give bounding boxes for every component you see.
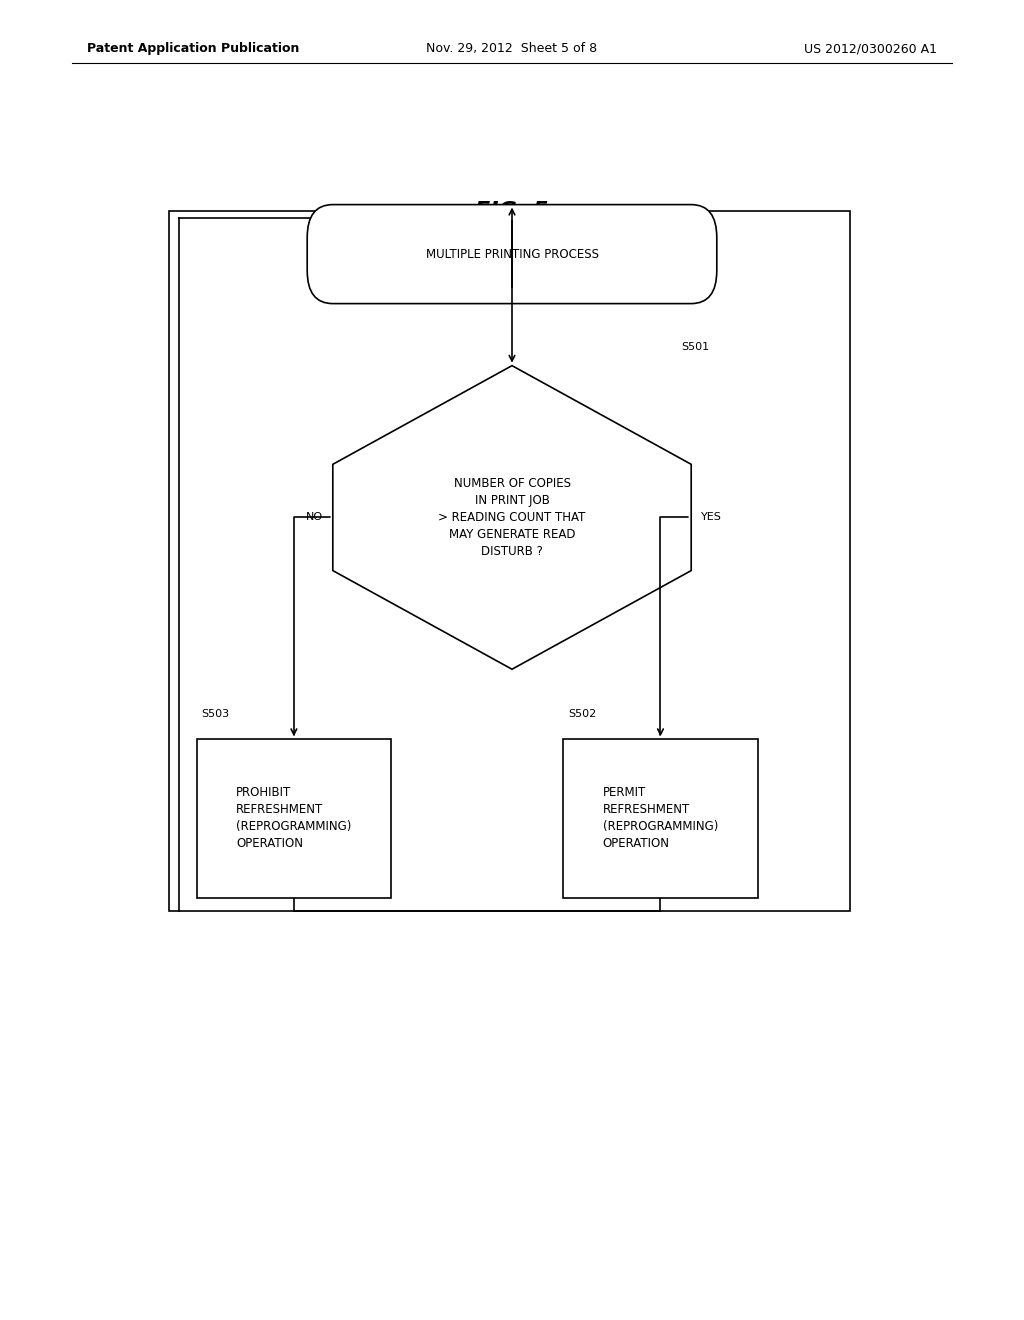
- Text: Nov. 29, 2012  Sheet 5 of 8: Nov. 29, 2012 Sheet 5 of 8: [426, 42, 598, 55]
- FancyBboxPatch shape: [197, 739, 391, 898]
- Text: US 2012/0300260 A1: US 2012/0300260 A1: [804, 42, 937, 55]
- Text: S501: S501: [681, 342, 709, 352]
- Text: S503: S503: [202, 709, 229, 719]
- Text: Patent Application Publication: Patent Application Publication: [87, 42, 299, 55]
- Text: NUMBER OF COPIES
IN PRINT JOB
> READING COUNT THAT
MAY GENERATE READ
DISTURB ?: NUMBER OF COPIES IN PRINT JOB > READING …: [438, 477, 586, 558]
- Text: PROHIBIT
REFRESHMENT
(REPROGRAMMING)
OPERATION: PROHIBIT REFRESHMENT (REPROGRAMMING) OPE…: [237, 787, 351, 850]
- Text: YES: YES: [701, 512, 722, 523]
- FancyBboxPatch shape: [307, 205, 717, 304]
- Text: NO: NO: [305, 512, 323, 523]
- FancyBboxPatch shape: [563, 739, 758, 898]
- Text: S502: S502: [568, 709, 597, 719]
- Text: PERMIT
REFRESHMENT
(REPROGRAMMING)
OPERATION: PERMIT REFRESHMENT (REPROGRAMMING) OPERA…: [603, 787, 718, 850]
- Polygon shape: [333, 366, 691, 669]
- Text: FIG. 5: FIG. 5: [475, 201, 549, 222]
- Text: MULTIPLE PRINTING PROCESS: MULTIPLE PRINTING PROCESS: [426, 248, 598, 260]
- FancyBboxPatch shape: [169, 211, 850, 911]
